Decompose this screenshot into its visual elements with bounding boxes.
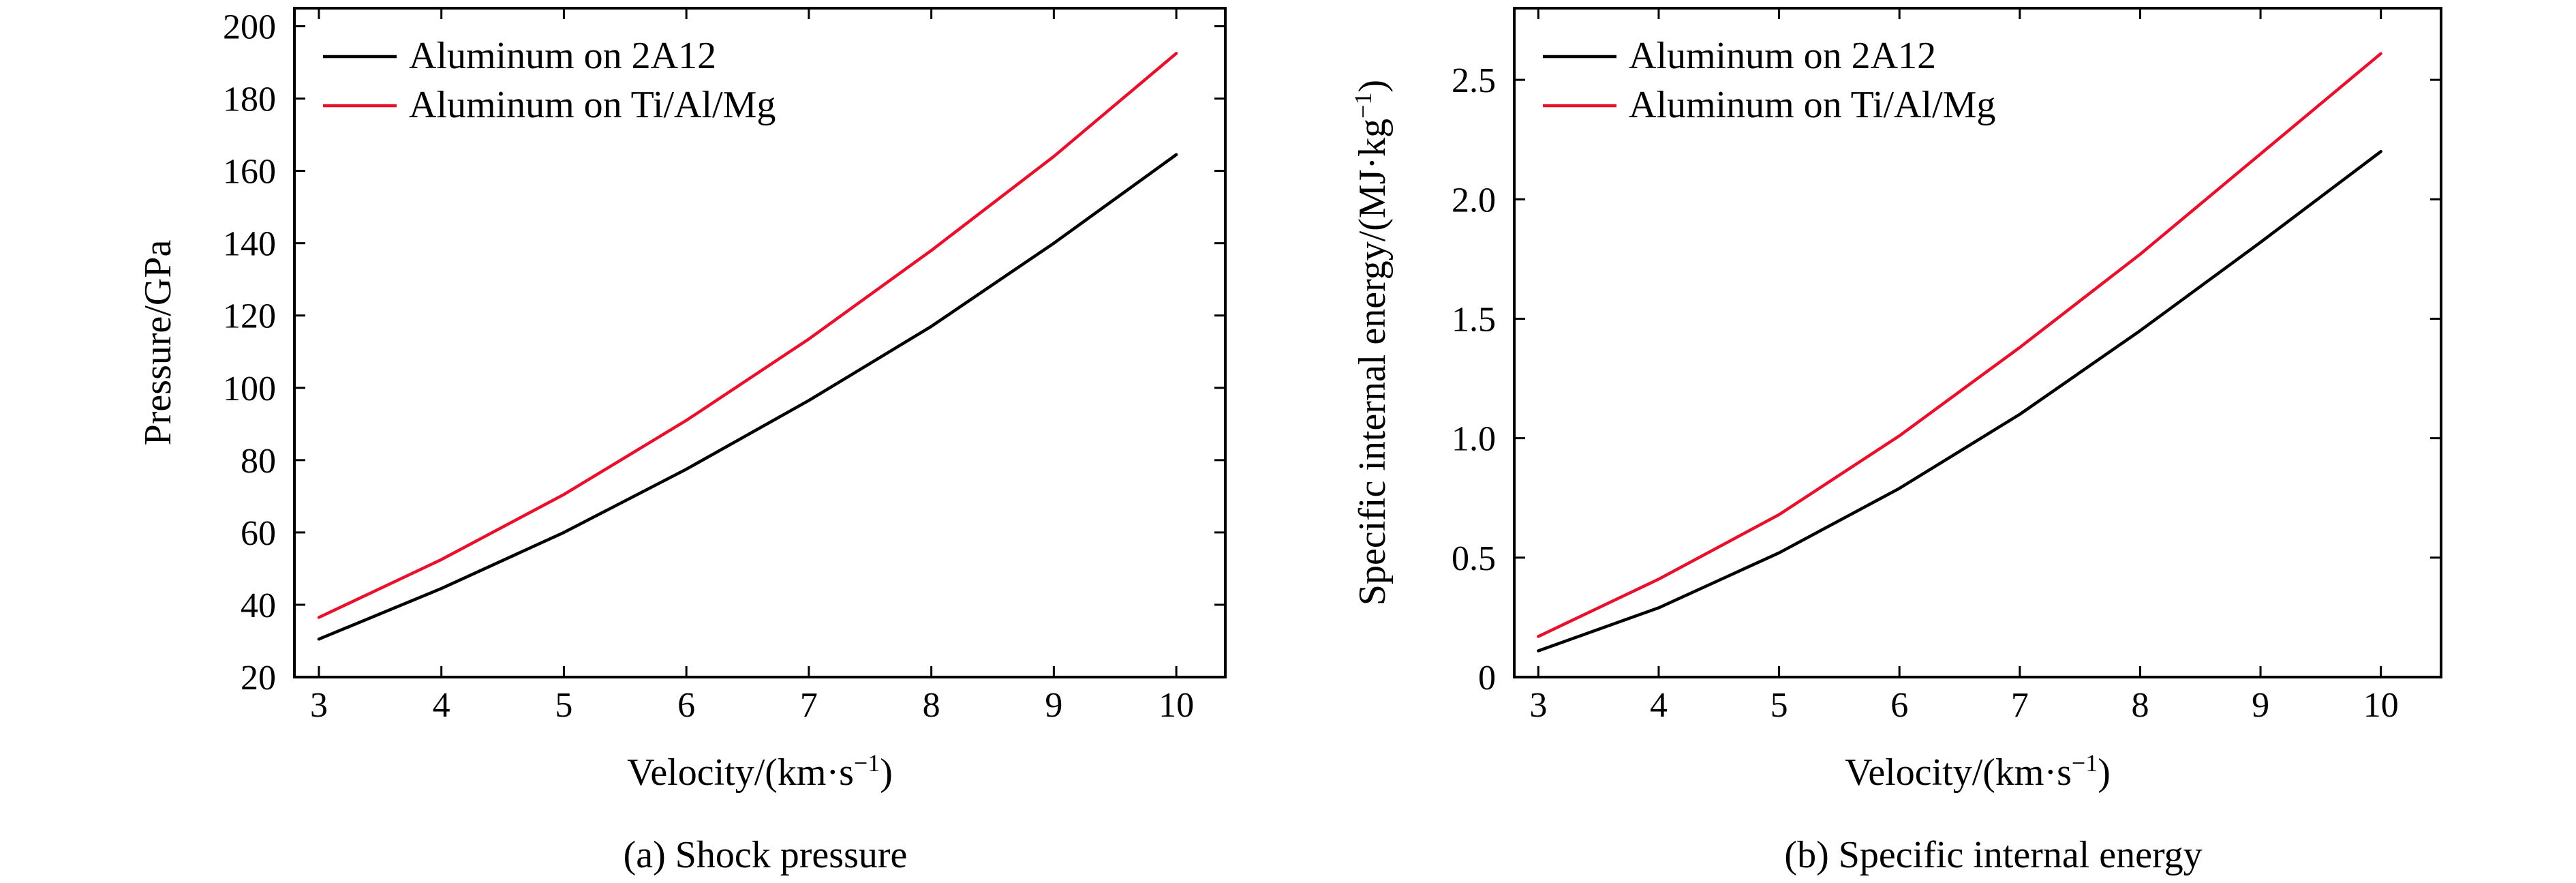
y-tick-label: 180	[223, 80, 276, 119]
y-tick-label: 1.0	[1452, 420, 1496, 459]
x-tick-label: 3	[310, 686, 328, 725]
y-tick-label: 160	[223, 153, 276, 192]
y-axis-label: Pressure/GPa	[137, 239, 179, 445]
x-tick-label: 10	[1159, 686, 1194, 725]
x-axis-label-tail: )	[2098, 751, 2111, 794]
x-tick-label: 5	[1770, 686, 1788, 725]
y-tick-label: 40	[241, 586, 276, 625]
x-tick-label: 8	[923, 686, 940, 725]
y-tick-label: 200	[223, 8, 276, 47]
caption-a: (a) Shock pressure	[624, 834, 908, 876]
legend-label: Aluminum on 2A12	[1629, 35, 1936, 77]
x-tick-label: 10	[2363, 686, 2399, 725]
y-axis-label: Specific internal energy/(MJ·kg−1)	[1349, 80, 1394, 605]
x-tick-label: 9	[1045, 686, 1062, 725]
x-tick-label: 7	[2011, 686, 2029, 725]
legend-label: Aluminum on Ti/Al/Mg	[1629, 84, 1995, 126]
x-tick-label: 4	[433, 686, 450, 725]
x-tick-label: 6	[677, 686, 695, 725]
y-tick-label: 20	[241, 659, 276, 698]
chart-panel-specific-internal-energy: (b) Specific internal energy 3 4 5 6 7 8 9 10 0 0…	[1349, 7, 2442, 876]
y-axis-label-main: Specific internal energy/(MJ·kg	[1351, 119, 1394, 605]
chart-panel-shock-pressure: (a) Shock pressure 3 4 5 6 7 8 9 10 20 40 60 80 100 1…	[137, 7, 1227, 876]
x-tick-label: 7	[800, 686, 818, 725]
y-tick-label: 140	[223, 225, 276, 264]
x-axis-label-main: Velocity/(km·s	[627, 751, 854, 794]
y-tick-label: 0	[1478, 659, 1496, 698]
series-line-aluminum-on-2a12	[1537, 149, 2382, 653]
y-axis-label-exponent: −1	[1349, 93, 1377, 119]
x-axis-label-exponent: −1	[2072, 749, 2098, 777]
y-tick-label: 1.5	[1452, 300, 1496, 339]
y-tick-label: 60	[241, 514, 276, 553]
series-line-aluminum-on-2a12	[317, 153, 1178, 641]
plot-frame	[293, 7, 1227, 678]
x-tick-label: 3	[1529, 686, 1547, 725]
x-axis-label-main: Velocity/(km·s	[1845, 751, 2072, 794]
y-tick-label: 2.0	[1452, 181, 1496, 220]
x-tick-label: 9	[2252, 686, 2269, 725]
legend-label: Aluminum on Ti/Al/Mg	[409, 84, 776, 126]
x-tick-label: 6	[1890, 686, 1908, 725]
x-axis-label: Velocity/(km·s−1)	[627, 749, 893, 794]
y-tick-label: 2.5	[1452, 61, 1496, 100]
x-axis-label-exponent: −1	[854, 749, 880, 777]
x-axis-label: Velocity/(km·s−1)	[1845, 749, 2111, 794]
y-tick-label: 80	[241, 442, 276, 481]
y-tick-label: 120	[223, 297, 276, 336]
legend-label: Aluminum on 2A12	[409, 35, 716, 77]
series-line-aluminum-on-ti-al-mg	[317, 52, 1178, 619]
caption-b: (b) Specific internal energy	[1784, 834, 2202, 876]
y-tick-label: 100	[223, 370, 276, 408]
x-tick-label: 4	[1650, 686, 1668, 725]
x-tick-label: 5	[555, 686, 572, 725]
series-line-aluminum-on-ti-al-mg	[1537, 52, 2382, 638]
x-tick-label: 8	[2131, 686, 2149, 725]
y-axis-label-main: Pressure/GPa	[137, 239, 179, 445]
plot-frame	[1513, 7, 2442, 678]
x-axis-label-tail: )	[880, 751, 893, 794]
y-tick-label: 0.5	[1452, 539, 1496, 578]
y-axis-label-tail: )	[1351, 80, 1394, 93]
